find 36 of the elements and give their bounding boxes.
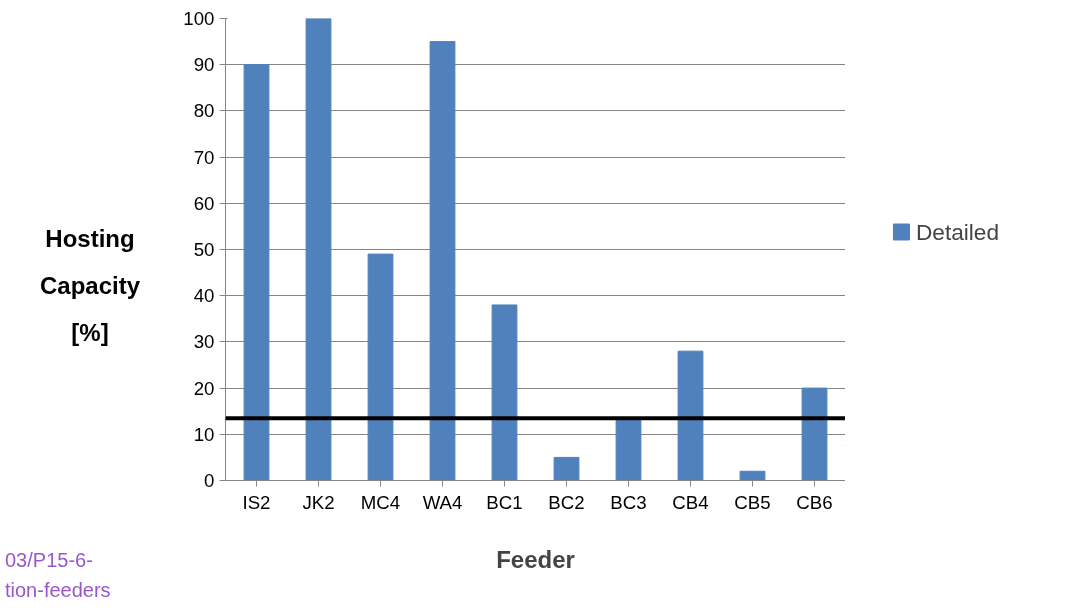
y-axis-title: Hosting Capacity [%] bbox=[39, 224, 141, 348]
x-tick-label: BC1 bbox=[486, 491, 523, 513]
bar bbox=[615, 419, 642, 481]
y-tick-label: 0 bbox=[204, 470, 215, 491]
bar bbox=[243, 64, 270, 481]
bar bbox=[367, 253, 394, 481]
x-tick-label: MC4 bbox=[360, 491, 401, 513]
x-tick-label: WA4 bbox=[422, 491, 463, 513]
text: 03/P15-6- bbox=[5, 549, 93, 571]
x-tick-label: CB4 bbox=[672, 491, 709, 513]
x-tick-label: CB6 bbox=[796, 491, 833, 513]
bar bbox=[801, 387, 828, 481]
y-tick-label: 60 bbox=[193, 192, 215, 214]
text: tion-feeders bbox=[5, 579, 111, 601]
y-tick-label: 30 bbox=[193, 331, 215, 353]
legend-label: Detailed bbox=[915, 218, 1000, 245]
y-tick-label: 10 bbox=[193, 423, 215, 445]
bar bbox=[305, 18, 332, 481]
x-tick-label: BC3 bbox=[610, 491, 647, 513]
bar bbox=[677, 350, 704, 481]
y-tick-label: 20 bbox=[193, 377, 215, 399]
bar bbox=[429, 41, 456, 481]
y-tick-label: 50 bbox=[193, 239, 215, 260]
y-tick-label: 70 bbox=[193, 146, 215, 168]
x-tick-label: CB5 bbox=[734, 491, 771, 513]
y-tick-label: 90 bbox=[193, 54, 215, 76]
x-tick-label: IS2 bbox=[242, 491, 271, 513]
x-tick-label: JK2 bbox=[302, 491, 335, 513]
x-tick-label: BC2 bbox=[548, 491, 585, 513]
bar bbox=[491, 304, 518, 481]
y-tick-label: 80 bbox=[193, 100, 215, 122]
bar bbox=[553, 456, 580, 481]
y-tick-label: 100 bbox=[183, 8, 215, 29]
bar bbox=[739, 470, 766, 481]
y-tick-label: 40 bbox=[193, 285, 215, 307]
x-axis-title: Feeder bbox=[496, 545, 575, 573]
